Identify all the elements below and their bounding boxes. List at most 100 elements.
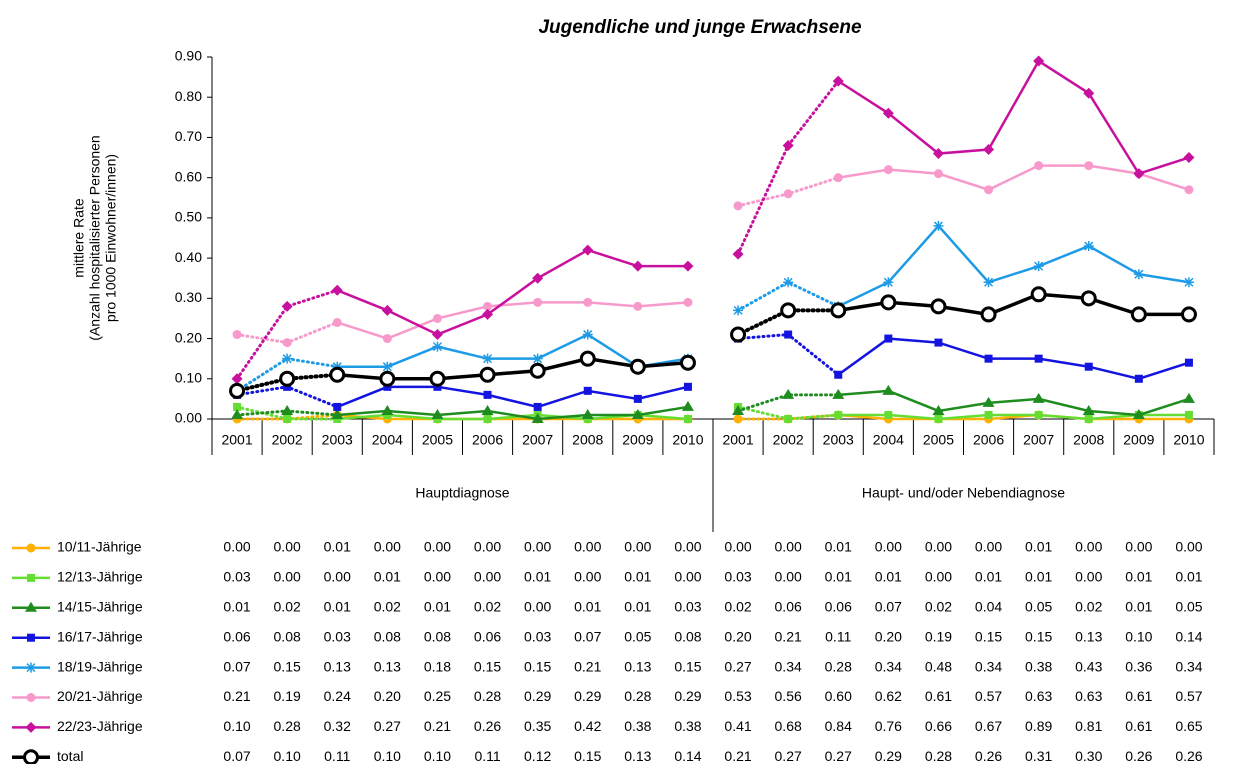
legend-label: 20/21-Jährige <box>57 688 143 704</box>
table-cell: 0.28 <box>474 688 501 704</box>
y-tick-label: 0.40 <box>175 249 202 265</box>
data-point <box>582 244 594 256</box>
table-cell: 0.20 <box>724 628 751 644</box>
table-cell: 0.00 <box>574 539 601 555</box>
table-cell: 0.00 <box>875 539 902 555</box>
table-cell: 0.14 <box>1175 628 1202 644</box>
data-point <box>229 382 246 399</box>
series-line <box>336 248 688 336</box>
table-cell: 0.21 <box>775 628 802 644</box>
x-tick-label: 2003 <box>322 432 353 448</box>
table-cell: 0.61 <box>925 688 952 704</box>
data-point <box>433 382 442 391</box>
table-cell: 0.08 <box>674 628 701 644</box>
data-point <box>483 390 492 399</box>
legend-marker <box>25 721 37 733</box>
x-tick-label: 2009 <box>622 432 653 448</box>
legend-marker <box>23 749 39 764</box>
table-cell: 0.15 <box>524 658 551 674</box>
table-cell: 0.03 <box>324 628 351 644</box>
table-cell: 0.35 <box>524 718 551 734</box>
table-cell: 0.01 <box>875 569 902 585</box>
data-point <box>579 350 596 367</box>
data-point <box>581 408 594 419</box>
table-cell: 0.01 <box>324 599 351 615</box>
table-cell: 0.61 <box>1125 688 1152 704</box>
series-line <box>235 288 339 381</box>
data-point <box>232 330 242 340</box>
table-cell: 0.25 <box>424 688 451 704</box>
table-cell: 0.26 <box>474 718 501 734</box>
table-cell: 0.28 <box>624 688 651 704</box>
table-cell: 0.10 <box>223 718 250 734</box>
data-point <box>383 410 392 419</box>
data-point <box>932 404 945 415</box>
x-tick-label: 2006 <box>472 432 503 448</box>
data-point <box>834 410 843 419</box>
data-point <box>383 382 392 391</box>
data-point <box>381 404 394 415</box>
y-tick-label: 0.10 <box>175 369 202 385</box>
table-cell: 0.13 <box>374 658 401 674</box>
data-point <box>1084 362 1093 371</box>
table-cell: 0.56 <box>775 688 802 704</box>
data-point <box>583 297 593 307</box>
data-point <box>1033 261 1044 272</box>
data-point <box>832 388 845 399</box>
table-cell: 0.57 <box>975 688 1002 704</box>
y-tick-label: 0.90 <box>175 48 202 64</box>
data-point <box>379 370 396 387</box>
data-point <box>279 370 296 387</box>
table-cell: 0.00 <box>574 569 601 585</box>
y-tick-label: 0.30 <box>175 289 202 305</box>
data-point <box>1032 392 1045 403</box>
table-cell: 0.01 <box>825 539 852 555</box>
table-cell: 0.02 <box>724 599 751 615</box>
table-cell: 0.21 <box>724 748 751 764</box>
data-point <box>983 277 994 288</box>
data-point <box>932 148 944 160</box>
data-point <box>432 313 442 323</box>
data-point <box>329 366 346 383</box>
table-cell: 0.28 <box>274 718 301 734</box>
data-point <box>629 358 646 375</box>
table-cell: 0.28 <box>925 748 952 764</box>
table-cell: 0.31 <box>1025 748 1052 764</box>
data-point <box>1034 410 1043 419</box>
chart-title: Jugendliche und junge Erwachsene <box>538 17 861 38</box>
table-cell: 0.07 <box>574 628 601 644</box>
data-point <box>984 185 994 195</box>
data-point <box>882 384 895 395</box>
data-point <box>332 317 342 327</box>
table-cell: 0.10 <box>424 748 451 764</box>
table-cell: 0.29 <box>524 688 551 704</box>
data-point <box>883 277 894 288</box>
table-cell: 0.42 <box>574 718 601 734</box>
data-point <box>1132 408 1145 419</box>
table-cell: 0.00 <box>975 539 1002 555</box>
legend-label: total <box>57 748 83 764</box>
data-point <box>382 334 392 344</box>
series-line <box>736 332 840 377</box>
table-cell: 0.14 <box>674 748 701 764</box>
legend-label: 10/11-Jährige <box>57 539 142 555</box>
table-cell: 0.00 <box>624 539 651 555</box>
table-cell: 0.00 <box>274 539 301 555</box>
table-cell: 0.15 <box>574 748 601 764</box>
data-point <box>282 338 292 348</box>
data-point <box>233 402 242 411</box>
table-cell: 0.13 <box>1075 628 1102 644</box>
data-point <box>1084 415 1093 423</box>
table-cell: 0.00 <box>474 539 501 555</box>
x-tick-label: 2008 <box>572 432 603 448</box>
data-point <box>1183 152 1195 164</box>
table-cell: 0.00 <box>775 539 802 555</box>
series-line <box>337 413 688 421</box>
y-tick-label: 0.70 <box>175 128 202 144</box>
data-point <box>1033 55 1045 67</box>
table-cell: 0.15 <box>674 658 701 674</box>
table-cell: 0.84 <box>825 718 852 734</box>
table-cell: 0.10 <box>1125 628 1152 644</box>
y-tick-label: 0.20 <box>175 329 202 345</box>
data-point <box>784 330 793 339</box>
